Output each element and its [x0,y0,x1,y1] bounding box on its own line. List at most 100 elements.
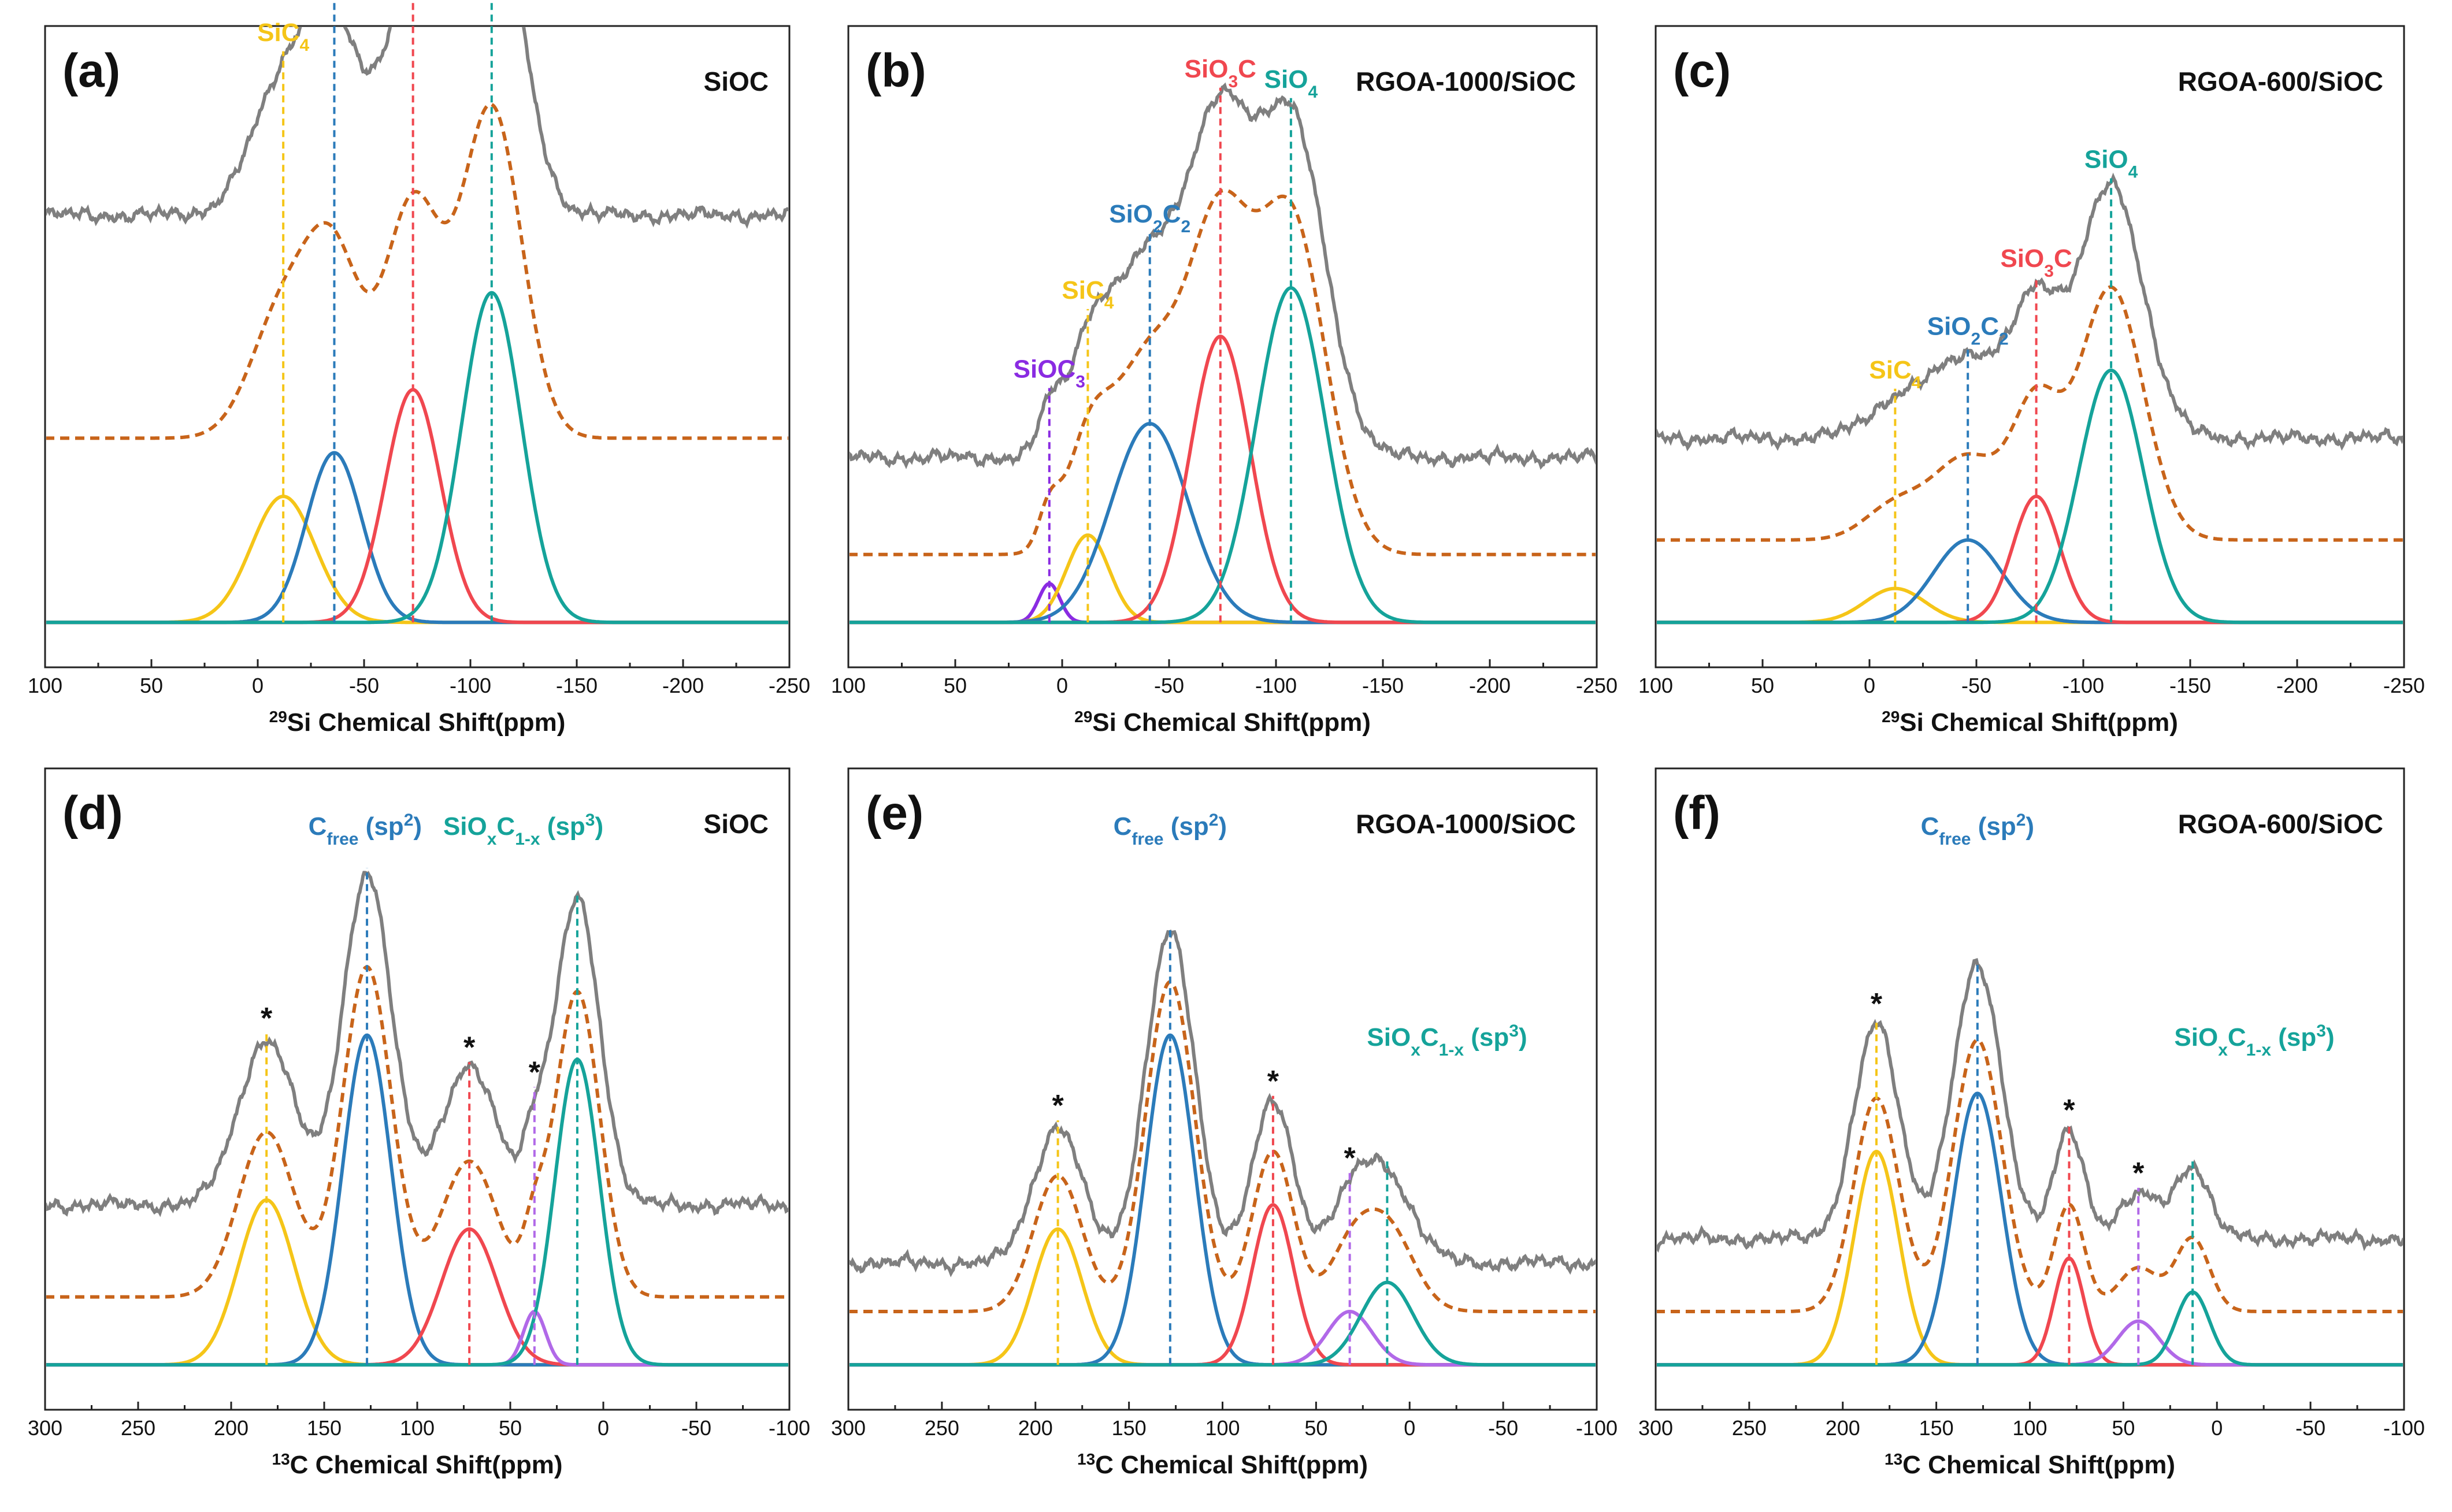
peak-SiO4 [46,291,788,625]
panel-letter: (a) [62,44,120,97]
tick-label: 250 [121,1416,155,1440]
panel-d: 300 250 200 150 100 50 0 -50 -100 13C Chemical Sh… [28,767,810,1480]
tick-label: 50 [499,1416,522,1440]
tick-label: -250 [769,674,810,697]
tick-label: -250 [2383,674,2425,697]
peak-SiO3C [1657,495,2403,625]
peak-spinning-sideband-1 [1657,1150,2403,1367]
experimental-curve [850,82,1596,470]
peak-SiO4 [1657,368,2403,625]
sideband-star: * [1871,987,1883,1021]
tick-label: 50 [1751,674,1774,697]
plot-frame [847,767,1598,1411]
tick-label: -100 [450,674,491,697]
peak-label-SiO3C: SiO3C [2000,244,2072,281]
peak-label-SiOC3: SiOC3 [1014,355,1085,392]
panel-f: 300 250 200 150 100 50 0 -50 -100 13C Chemical Sh… [1638,767,2425,1480]
tick-label: 150 [307,1416,342,1440]
tick-label: 0 [1404,1416,1415,1440]
curves [46,870,788,1367]
tick-label: -50 [2295,1416,2325,1440]
tick-label: -50 [681,1416,711,1440]
tick-label: 0 [252,674,264,697]
sideband-star: * [1344,1142,1356,1175]
tick-label: -50 [1961,674,1991,697]
species-label: SiOxC1-x (sp3) [2174,1021,2334,1060]
x-axis-label: 13C Chemical Shift(ppm) [1077,1450,1368,1480]
panel-b: 100 50 0 -50 -100 -150 -200 -250 29Si Chemical S… [831,25,1618,737]
tick-label: 200 [1826,1416,1860,1440]
tick-label: 50 [140,674,163,697]
tick-label: -200 [662,674,704,697]
experimental-curve [1657,958,2403,1253]
peak-label-SiO2C2: SiO2C2 [294,0,375,3]
experimental-curve [850,929,1596,1277]
tick-label: 250 [925,1416,959,1440]
tick-label: 0 [1056,674,1068,697]
peak-label-SiO3C: SiO3C [1185,55,1256,91]
plot-frame [44,25,791,668]
peak-SiO4 [850,286,1596,625]
tick-label: -150 [1362,674,1404,697]
tick-label: 0 [1864,674,1875,697]
tick-label: 200 [1018,1416,1053,1440]
panel-a: 100 50 0 -50 -100 -150 -200 -250 29Si Chemical S… [28,0,810,737]
sample-name: RGOA-600/SiOC [2178,809,2383,839]
peak-Cfree-sp2 [1657,1091,2403,1367]
peak-label-SiC4: SiC4 [257,18,309,55]
tick-label: -100 [2063,674,2104,697]
sample-name: SiOC [704,809,769,839]
tick-label: 50 [944,674,967,697]
tick-label: -200 [1469,674,1511,697]
x-axis-label: 13C Chemical Shift(ppm) [1885,1450,2175,1480]
curves [850,82,1596,625]
sideband-star: * [261,1002,273,1035]
species-label: Cfree (sp2) [1114,811,1227,849]
tick-label: -150 [2169,674,2211,697]
tick-label: -100 [2383,1416,2425,1440]
peak-label-SiO2C2: SiO2C2 [1927,312,2009,348]
tick-label: 150 [1919,1416,1954,1440]
tick-label: 250 [1732,1416,1767,1440]
sample-name: RGOA-1000/SiOC [1356,809,1576,839]
tick-label: 100 [1205,1416,1240,1440]
fitted-sum-curve [1657,285,2403,542]
peak-spinning-sideband-3 [1657,1319,2403,1367]
tick-label: -200 [2276,674,2318,697]
tick-label: 0 [598,1416,609,1440]
panel-letter: (f) [1673,787,1720,839]
plot-frame [1655,767,2405,1411]
plot-frame [1655,25,2405,668]
fitted-sum-curve [46,965,788,1299]
peak-label-SiC4: SiC4 [1062,276,1114,313]
panel-letter: (c) [1673,44,1731,97]
experimental-curve [1657,172,2403,452]
tick-label: -150 [556,674,598,697]
species-label: SiOxC1-x (sp3) [1367,1021,1527,1060]
panel-letter: (b) [866,44,926,97]
peak-label-SiC4: SiC4 [1869,356,1921,392]
peak-label-SiO4: SiO4 [2084,146,2138,182]
tick-label: -50 [1488,1416,1518,1440]
fitted-sum-curve [1657,1038,2403,1313]
x-axis-label: 29Si Chemical Shift(ppm) [269,708,566,737]
peak-SiOxC1-x-sp3 [1657,1290,2403,1367]
tick-label: 100 [831,674,866,697]
tick-label: 150 [1112,1416,1147,1440]
peak-SiO2C2 [46,451,788,625]
experimental-curve [46,27,788,229]
peak-SiOxC1-x-sp3 [850,1280,1596,1367]
tick-label: 300 [831,1416,866,1440]
sideband-star: * [463,1031,476,1064]
experimental-curve [46,870,788,1217]
tick-label: -50 [1154,674,1184,697]
curves [850,929,1596,1367]
tick-label: -50 [349,674,379,697]
peak-SiO3C [46,388,788,625]
x-axis-label: 13C Chemical Shift(ppm) [272,1450,563,1480]
tick-label: 100 [1638,674,1673,697]
tick-label: -100 [1576,1416,1618,1440]
peak-Cfree-sp2 [46,1033,788,1367]
sideband-star: * [1267,1065,1279,1098]
tick-label: -100 [1255,674,1297,697]
